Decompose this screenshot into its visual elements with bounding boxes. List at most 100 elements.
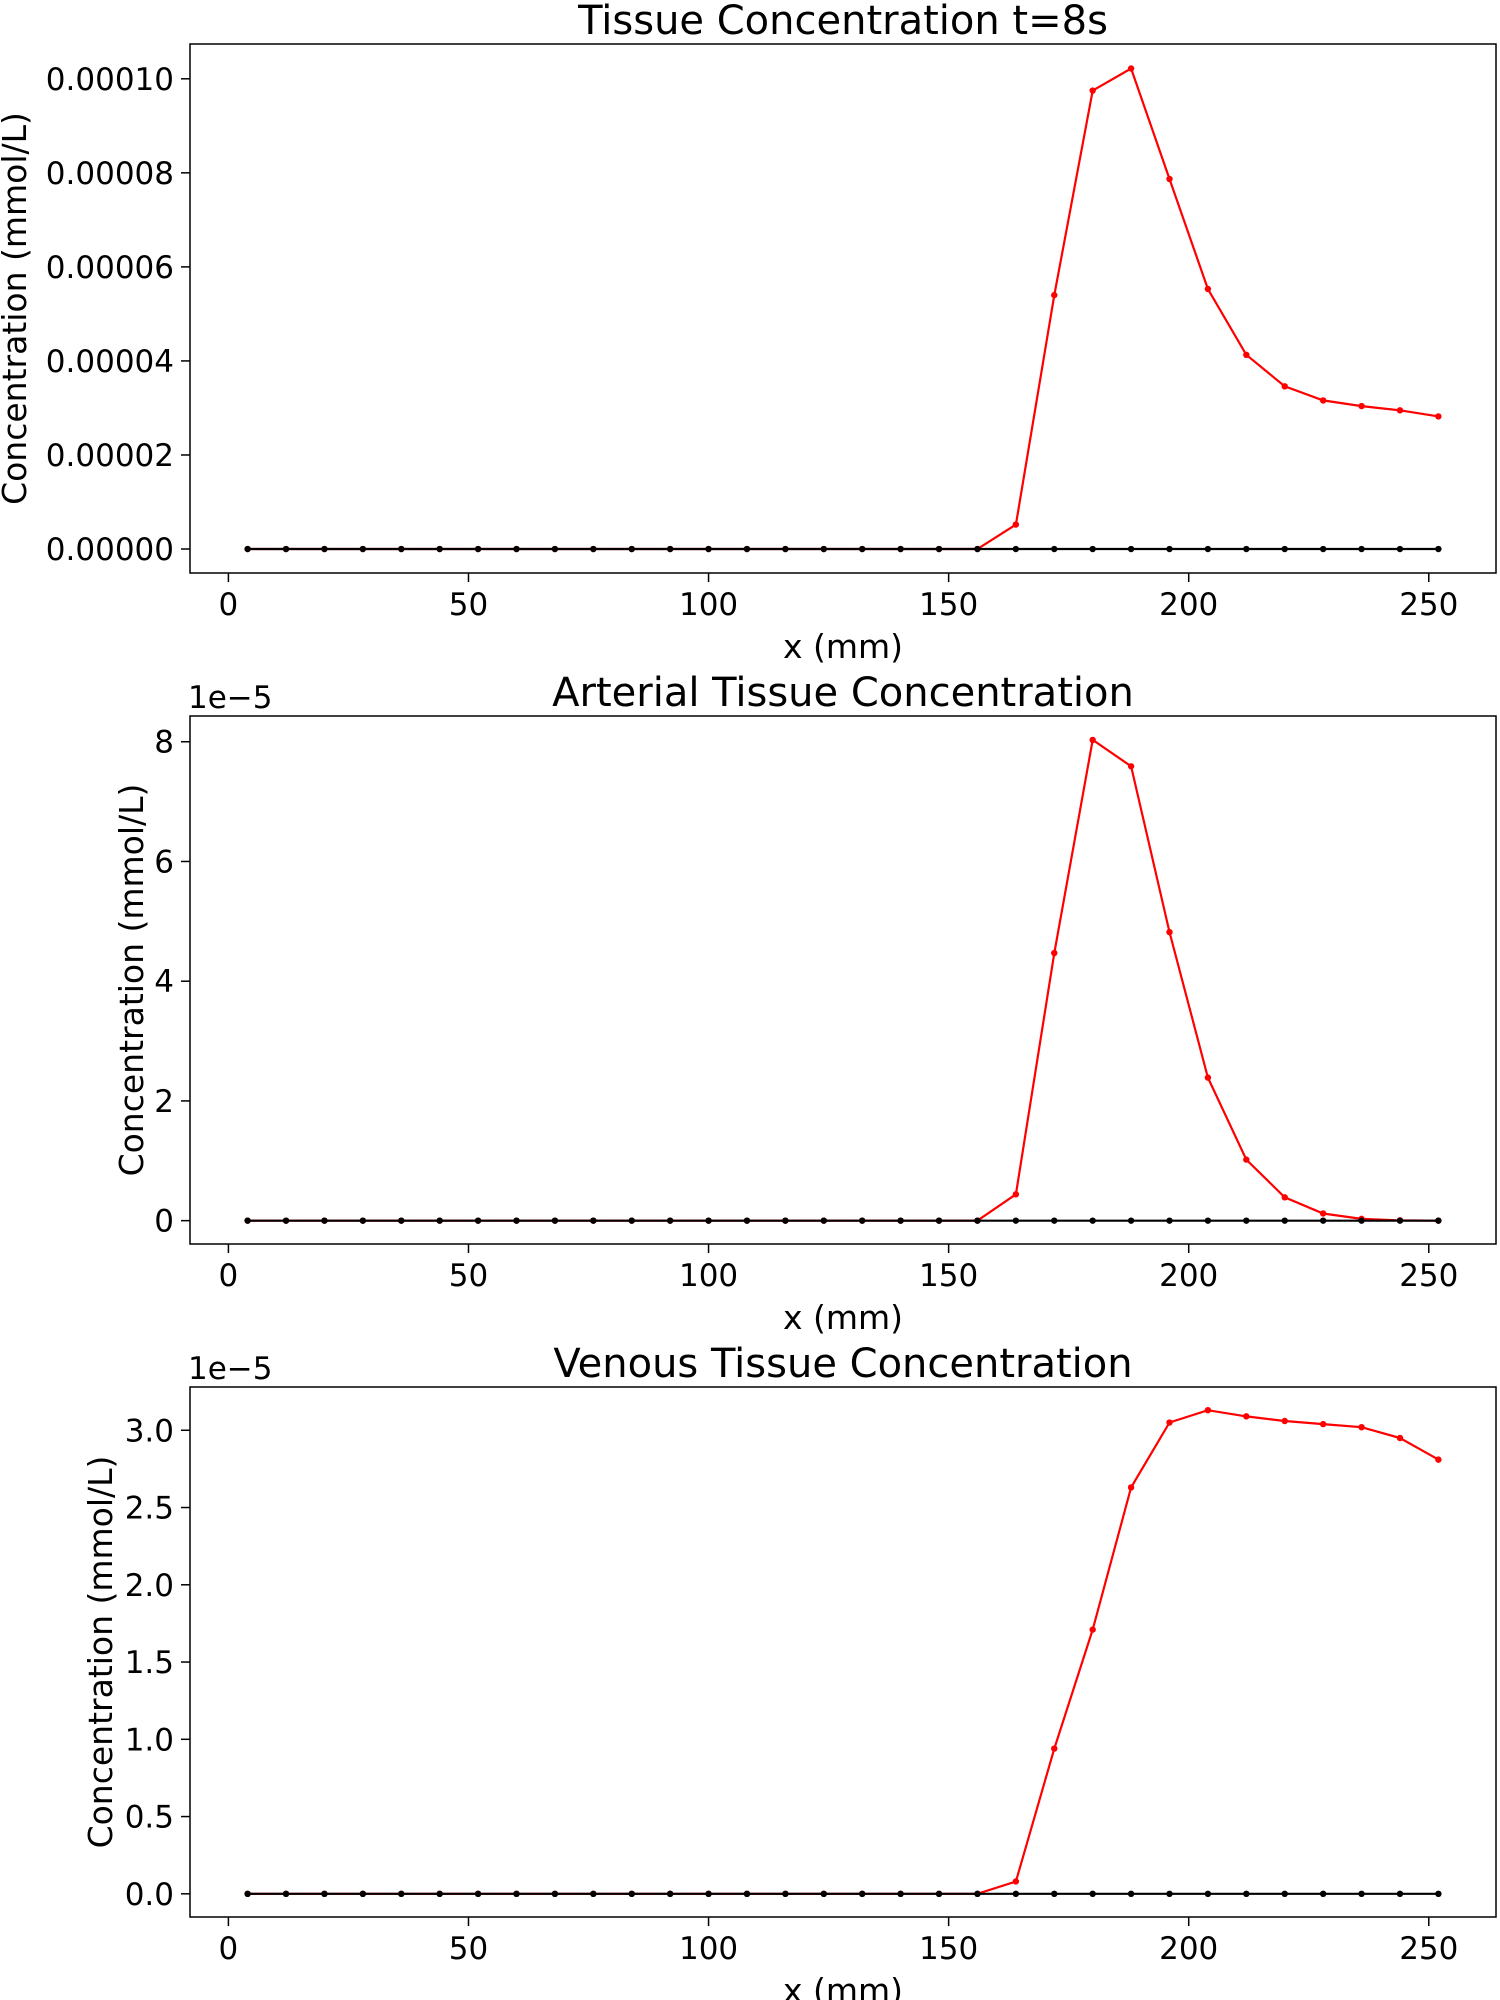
x-tick-label: 50 xyxy=(449,587,488,623)
data-point xyxy=(1127,1217,1135,1224)
data-point xyxy=(1166,1890,1173,1898)
data-point xyxy=(1089,87,1096,94)
data-point xyxy=(551,545,559,553)
data-point xyxy=(1243,351,1250,359)
data-point xyxy=(974,1890,981,1898)
chart-title: Tissue Concentration t=8s xyxy=(577,0,1108,44)
data-point xyxy=(1435,545,1442,553)
y-tick-label: 0.5 xyxy=(125,1800,174,1836)
data-point xyxy=(859,1890,866,1898)
y-tick-label: 1.0 xyxy=(125,1722,174,1758)
x-tick-label: 0 xyxy=(219,1931,239,1967)
data-point xyxy=(935,1217,943,1224)
y-tick-label: 0.00004 xyxy=(46,344,174,380)
series-1 xyxy=(244,736,1442,1224)
data-point xyxy=(666,1890,674,1898)
data-point xyxy=(1051,291,1058,299)
data-point xyxy=(1281,1890,1288,1898)
data-point xyxy=(1166,175,1173,183)
data-point xyxy=(1319,1217,1327,1224)
data-point xyxy=(1358,1890,1365,1898)
data-point xyxy=(705,1890,712,1898)
x-tick-label: 200 xyxy=(1159,1258,1218,1294)
data-point xyxy=(513,1890,520,1898)
y-axis-label: Concentration (mmol/L) xyxy=(0,112,34,505)
data-point xyxy=(820,1890,827,1898)
data-point xyxy=(282,1217,290,1224)
data-point xyxy=(590,1217,597,1224)
data-point xyxy=(1281,545,1288,553)
y-tick-label: 2.5 xyxy=(125,1491,174,1527)
y-tick-label: 0.00010 xyxy=(46,62,174,98)
data-point xyxy=(1089,1217,1096,1224)
y-tick-label: 0.00008 xyxy=(46,156,174,192)
data-point xyxy=(1358,402,1365,410)
data-point xyxy=(1435,1890,1442,1898)
data-point xyxy=(1358,1217,1365,1224)
data-point xyxy=(1396,1217,1404,1224)
data-point xyxy=(782,545,789,553)
data-point xyxy=(436,545,443,553)
data-point xyxy=(1319,1890,1327,1898)
chart-title: Venous Tissue Concentration xyxy=(553,1341,1132,1387)
x-tick-label: 200 xyxy=(1159,587,1218,623)
data-point xyxy=(436,1890,443,1898)
data-point xyxy=(897,1890,904,1898)
data-point xyxy=(359,1890,367,1898)
y-tick-label: 2 xyxy=(154,1084,174,1120)
series-2 xyxy=(244,545,1442,553)
data-point xyxy=(398,1890,405,1898)
data-point xyxy=(859,1217,866,1224)
data-point xyxy=(1166,928,1173,936)
chart-1: Tissue Concentration t=8s 0 50 100 150 200 250… xyxy=(0,0,1497,666)
data-point xyxy=(513,1217,520,1224)
data-point xyxy=(1051,1217,1058,1224)
series-1 xyxy=(244,1406,1442,1898)
data-point xyxy=(1319,545,1327,553)
data-point xyxy=(935,545,943,553)
data-point xyxy=(974,1217,981,1224)
data-point xyxy=(244,1890,251,1898)
plot-frame xyxy=(189,1386,1497,1918)
data-point xyxy=(743,545,751,553)
y-tick-label: 1.5 xyxy=(125,1645,174,1681)
data-point xyxy=(398,1217,405,1224)
data-point xyxy=(1012,1890,1020,1898)
data-point xyxy=(1051,949,1058,957)
y-tick-label: 0.0 xyxy=(125,1877,174,1913)
data-point xyxy=(1319,1420,1327,1428)
data-point xyxy=(1089,1890,1096,1898)
data-point xyxy=(628,1890,635,1898)
data-point xyxy=(321,545,328,553)
data-point xyxy=(1396,545,1404,553)
x-axis-label: x (mm) xyxy=(783,1971,903,2000)
data-point xyxy=(1204,1217,1212,1224)
x-tick-label: 150 xyxy=(919,1931,978,1967)
data-point xyxy=(705,545,712,553)
data-point xyxy=(1243,1890,1250,1898)
data-point xyxy=(1051,545,1058,553)
data-point xyxy=(1012,545,1020,553)
data-point xyxy=(1281,1217,1288,1224)
data-point xyxy=(935,1890,943,1898)
x-tick-label: 250 xyxy=(1399,587,1458,623)
x-axis-label: x (mm) xyxy=(783,1298,903,1337)
data-point xyxy=(1012,1878,1020,1885)
data-point xyxy=(1281,1194,1288,1201)
data-point xyxy=(1204,545,1212,553)
x-tick-label: 100 xyxy=(679,1931,738,1967)
series-2 xyxy=(244,1217,1442,1224)
data-point xyxy=(551,1890,559,1898)
data-point xyxy=(359,545,367,553)
x-tick-label: 100 xyxy=(679,1258,738,1294)
series-line xyxy=(247,738,1439,1222)
data-point xyxy=(359,1217,367,1224)
series-line xyxy=(247,1409,1439,1895)
x-tick-label: 150 xyxy=(919,1258,978,1294)
data-point xyxy=(1127,545,1135,553)
x-tick-label: 0 xyxy=(219,587,239,623)
data-point xyxy=(1012,521,1020,528)
y-tick-label: 0.00000 xyxy=(46,532,174,568)
